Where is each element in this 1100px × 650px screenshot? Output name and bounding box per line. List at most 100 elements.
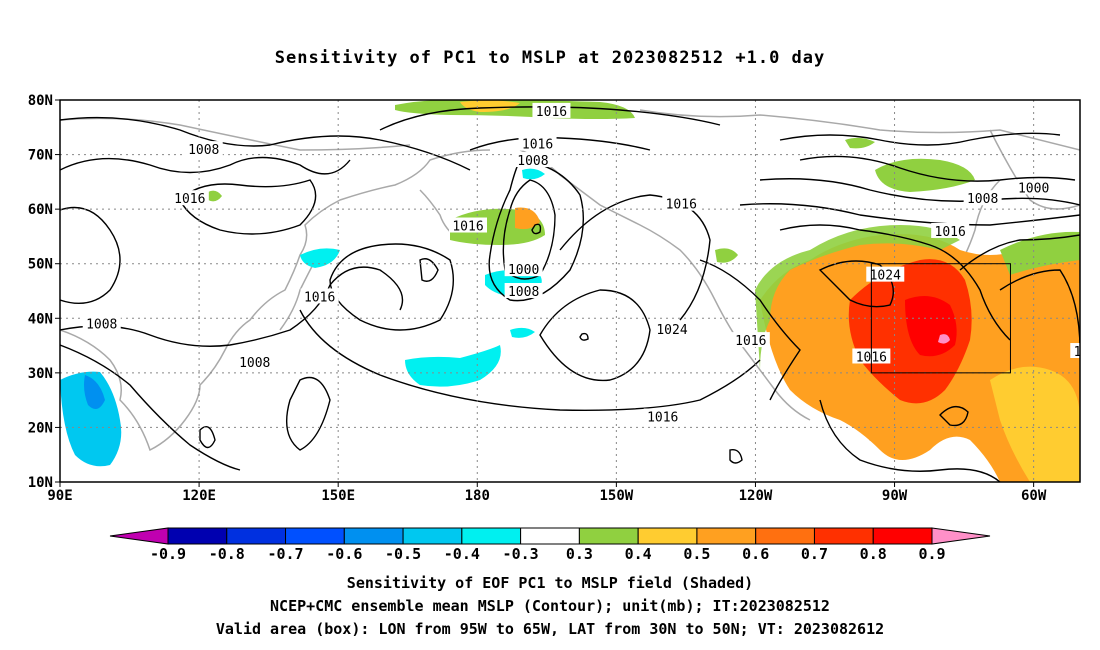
colorbar-cell xyxy=(461,527,522,545)
colorbar-label: 0.8 xyxy=(860,545,887,563)
shade-west-coast-green xyxy=(715,248,738,263)
colorbar-label: 0.9 xyxy=(918,545,945,563)
contour-line xyxy=(299,309,761,411)
caption-shaded: Sensitivity of EOF PC1 to MSLP field (Sh… xyxy=(346,574,754,592)
colorbar-cell xyxy=(872,527,933,545)
colorbar-label: 0.3 xyxy=(566,545,593,563)
contour-line xyxy=(759,178,1080,206)
graticule xyxy=(60,100,1080,482)
lat-tick-label: 20N xyxy=(28,420,53,436)
contour-label: 1024 xyxy=(656,323,687,338)
shade-greenland-green-small xyxy=(845,137,875,149)
contour-label: 1024 xyxy=(870,269,901,284)
contour-label-bg xyxy=(963,190,1002,206)
colorbar-cell xyxy=(402,527,463,545)
contour-label: 1016 xyxy=(304,290,335,305)
contour-label: 1016 xyxy=(647,411,678,426)
contour-label-bg xyxy=(653,321,691,337)
contour-line xyxy=(60,266,404,347)
contour-label: 1016 xyxy=(174,192,205,207)
contour-line xyxy=(939,406,969,427)
contour-line xyxy=(469,136,651,151)
contour-line xyxy=(329,243,455,331)
contour-label-bg xyxy=(235,353,274,369)
colorbar-cell xyxy=(343,527,404,545)
caption-valid-area: Valid area (box): LON from 95W to 65W, L… xyxy=(215,620,885,638)
lat-tick-label: 10N xyxy=(28,475,53,491)
contour-label: 1008 xyxy=(188,143,219,158)
colorbar-label: -0.9 xyxy=(150,545,186,563)
colorbar-cell xyxy=(696,527,757,545)
contour-line xyxy=(779,224,1011,341)
contour-label-bg xyxy=(731,332,770,348)
contour-line xyxy=(819,399,1001,482)
lat-tick-label: 40N xyxy=(28,311,53,327)
contour-label: 1016 xyxy=(735,334,766,349)
colorbar-cell xyxy=(578,527,639,545)
contour-label-bg xyxy=(300,288,339,304)
colorbar-label: -0.6 xyxy=(326,545,362,563)
contour-label-bg xyxy=(504,283,543,298)
colorbar-label: 0.6 xyxy=(742,545,769,563)
contour-label: 1016 xyxy=(666,198,697,213)
contour-label: 1016 xyxy=(452,220,483,235)
colorbar-max-arrow xyxy=(931,527,991,545)
contour-label: 1008 xyxy=(517,154,548,169)
map-frame xyxy=(59,99,1081,483)
caption-contour: NCEP+CMC ensemble mean MSLP (Contour); u… xyxy=(270,597,830,615)
colorbar: -0.9 -0.8 -0.7 -0.6 -0.5 -0.4 -0.3 0.3 0.4 0.5 0.6… xyxy=(109,527,991,563)
contour-label-bg xyxy=(513,152,552,168)
lon-tick-label: 150W xyxy=(600,488,634,504)
coastline-greenland xyxy=(989,129,1080,210)
lat-tick-label: 50N xyxy=(28,257,53,273)
colorbar-cell xyxy=(226,527,287,545)
contour-line xyxy=(799,155,1076,182)
contour-line xyxy=(729,449,743,464)
contour-line xyxy=(60,344,241,471)
shade-east-green xyxy=(755,225,960,370)
contour-label: 1000 xyxy=(508,263,539,278)
contour-label-bg xyxy=(1014,179,1053,195)
contour-label-bg xyxy=(662,195,701,211)
contour-line xyxy=(699,259,801,401)
contour-label-bg xyxy=(504,261,543,277)
contour-label: 1016 xyxy=(522,138,553,153)
chart-title: Sensitivity of PC1 to MSLP at 2023082512… xyxy=(274,48,826,68)
contour-line xyxy=(959,234,1080,271)
lon-tick-label: 120W xyxy=(739,488,773,504)
contour-label: 1008 xyxy=(239,356,270,371)
contour-label: 1016 xyxy=(536,105,567,120)
mslp-contours xyxy=(60,106,1080,482)
contour-line xyxy=(60,116,471,171)
contour-label-bg xyxy=(643,408,682,424)
contour-line xyxy=(286,376,331,451)
shade-pacific-cyan xyxy=(405,345,501,387)
contour-line xyxy=(531,223,542,235)
shade-alaska-orange xyxy=(515,207,540,230)
colorbar-label: -0.7 xyxy=(267,545,303,563)
contour-line xyxy=(818,260,894,308)
lon-tick-label: 90W xyxy=(882,488,908,504)
contour-line xyxy=(539,289,651,382)
lat-tick-label: 30N xyxy=(28,366,53,382)
lat-tick-label: 80N xyxy=(28,93,53,109)
contour-label: 1008 xyxy=(508,285,539,300)
contour-line xyxy=(999,269,1080,351)
contour-labels: 1008101610161016100810081016101610081000… xyxy=(82,102,1080,426)
contour-label-bg xyxy=(866,266,905,282)
shade-asia-cyan xyxy=(60,371,122,467)
latitude-axis: 80N 70N 60N 50N 40N 30N 20N 10N xyxy=(28,93,60,491)
coastline-arctic xyxy=(639,109,1080,151)
shade-southeast-orange xyxy=(990,366,1080,482)
colorbar-label: 0.4 xyxy=(625,545,652,563)
shaded-sensitivity xyxy=(60,100,1080,482)
shade-asia-blue xyxy=(84,375,105,409)
colorbar-label: -0.8 xyxy=(209,545,245,563)
coastline-asia xyxy=(60,149,491,452)
colorbar-cell xyxy=(637,527,698,545)
contour-label-bg xyxy=(532,102,571,118)
contour-line xyxy=(579,332,589,341)
shade-east-pink xyxy=(938,334,950,344)
shade-arctic-green xyxy=(395,100,635,119)
lon-tick-label: 60W xyxy=(1021,488,1047,504)
